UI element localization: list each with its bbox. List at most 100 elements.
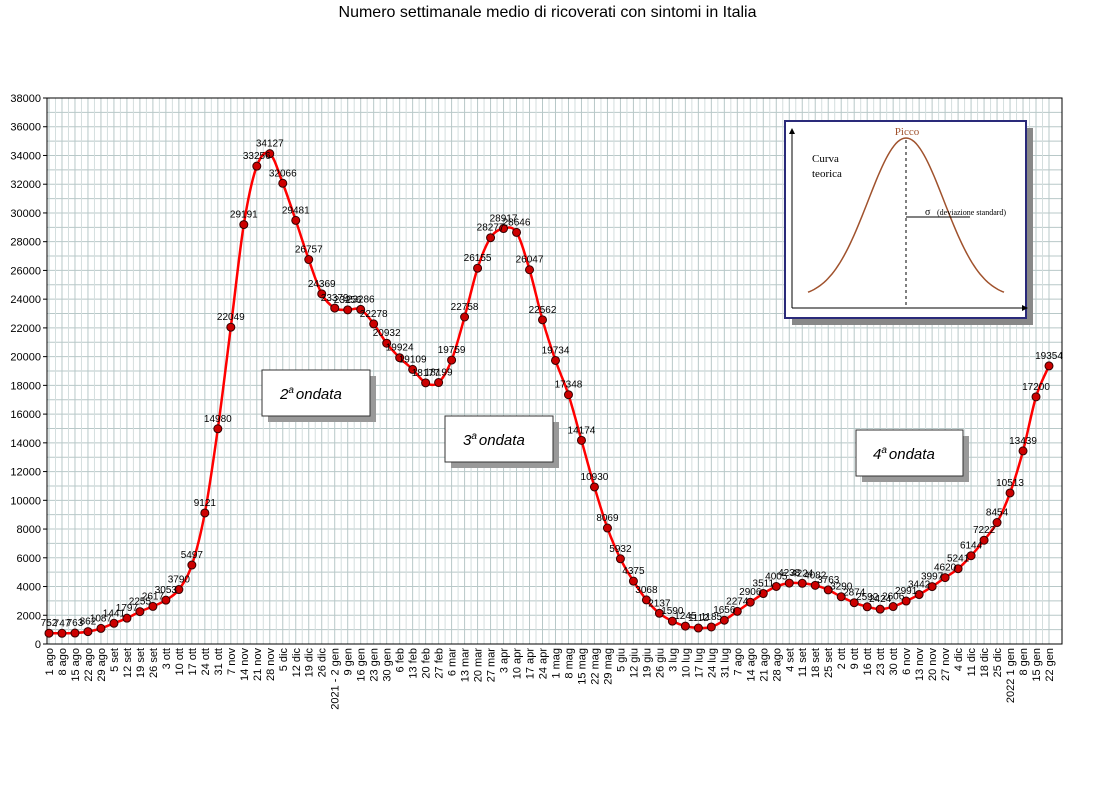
data-label: 3997 xyxy=(921,572,944,583)
inset-peak-label: Picco xyxy=(895,126,920,138)
y-tick-label: 14000 xyxy=(10,438,41,450)
x-tick-label: 20 feb xyxy=(421,648,433,679)
x-tick-label: 18 set xyxy=(810,648,822,678)
data-label: 20932 xyxy=(373,328,401,339)
data-point xyxy=(836,592,846,602)
data-label: 10930 xyxy=(581,472,609,483)
x-tick-label: 24 lug xyxy=(706,648,718,678)
data-point xyxy=(1005,488,1015,498)
data-point xyxy=(823,585,833,595)
y-tick-label: 2000 xyxy=(17,610,41,622)
y-tick-label: 10000 xyxy=(10,495,41,507)
x-tick-label: 31 ott xyxy=(213,648,225,676)
data-point xyxy=(641,595,651,605)
x-tick-label: 16 ott xyxy=(862,648,874,676)
wave3-number: 3 xyxy=(463,432,472,449)
data-label: 22562 xyxy=(529,305,557,316)
data-point xyxy=(862,602,872,612)
y-tick-label: 12000 xyxy=(10,467,41,479)
x-tick-label: 11 dic xyxy=(966,648,978,677)
x-tick-label: 4 dic xyxy=(953,648,965,672)
data-point xyxy=(434,378,444,388)
data-point xyxy=(1044,361,1054,371)
data-point xyxy=(122,613,132,623)
data-label: 24369 xyxy=(308,279,336,290)
x-tick-label: 12 dic xyxy=(291,648,303,678)
y-tick-label: 4000 xyxy=(17,582,41,594)
data-label: 2991 xyxy=(895,586,918,597)
data-label: 22758 xyxy=(451,302,479,313)
x-tick-label: 8 mag xyxy=(563,648,575,679)
data-point xyxy=(615,554,625,564)
data-label: 22278 xyxy=(360,309,388,320)
data-point xyxy=(512,227,522,237)
x-tick-label: 13 mar xyxy=(460,648,472,683)
x-tick-label: 17 lug xyxy=(693,648,705,678)
data-label: 26757 xyxy=(295,245,323,256)
data-label: 3053 xyxy=(155,585,178,596)
x-tick-label: 25 dic xyxy=(992,648,1004,678)
y-tick-label: 30000 xyxy=(10,208,41,220)
data-point xyxy=(667,616,677,626)
data-label: 1185 xyxy=(701,612,723,623)
data-point xyxy=(953,564,963,574)
x-tick-label: 3 ott xyxy=(161,648,173,669)
data-label: 3790 xyxy=(168,575,191,586)
x-tick-label: 13 feb xyxy=(408,648,420,679)
data-label: 4082 xyxy=(804,570,827,581)
x-tick-label: 10 ott xyxy=(174,648,186,676)
data-point xyxy=(771,581,781,591)
x-tick-label: 29 mag xyxy=(602,648,614,685)
x-tick-label: 8 ago xyxy=(57,648,69,676)
data-point xyxy=(940,573,950,583)
data-point xyxy=(979,535,989,545)
data-point xyxy=(680,621,690,631)
inset-sigma-label: (deviazione standard) xyxy=(937,208,1006,217)
data-label: 29191 xyxy=(230,210,258,221)
data-label: 2592 xyxy=(856,592,879,603)
x-tick-label: 22 mag xyxy=(589,648,601,685)
data-point xyxy=(330,303,340,313)
y-tick-label: 18000 xyxy=(10,380,41,392)
inset-theoretical-curve: Picco Curva teorica σ (deviazione standa… xyxy=(784,120,1033,325)
data-label: 8454 xyxy=(986,508,1009,519)
x-tick-label: 16 gen xyxy=(356,648,368,682)
data-point xyxy=(563,390,573,400)
data-label: 34127 xyxy=(256,139,284,150)
data-label: 33256 xyxy=(243,151,271,162)
data-point xyxy=(875,604,885,614)
y-tick-label: 32000 xyxy=(10,179,41,191)
y-axis-ticks: 0 2000 4000 6000 8000 10000 12000 14000 16000 180… xyxy=(10,93,47,651)
data-label: 1441 xyxy=(103,608,126,619)
x-tick-label: 25 set xyxy=(823,648,835,678)
data-point xyxy=(797,578,807,588)
data-point xyxy=(901,596,911,606)
data-label: 2906 xyxy=(739,587,762,598)
data-point xyxy=(356,304,366,314)
y-tick-label: 26000 xyxy=(10,265,41,277)
x-tick-label: 27 mar xyxy=(486,648,498,683)
x-tick-label: 22 ago xyxy=(83,648,95,682)
x-tick-label: 12 giu xyxy=(628,648,640,678)
data-label: 19734 xyxy=(542,345,570,356)
data-label: 17200 xyxy=(1022,382,1050,393)
data-point xyxy=(538,315,548,325)
data-point xyxy=(849,598,859,608)
y-tick-label: 8000 xyxy=(17,524,41,536)
x-tick-label: 6 feb xyxy=(395,648,407,672)
data-point xyxy=(589,482,599,492)
y-tick-label: 28000 xyxy=(10,237,41,249)
x-tick-label: 24 apr xyxy=(538,648,550,680)
x-tick-label: 6 nov xyxy=(901,648,913,675)
data-labels: 7527477638621087144117972255261730533790… xyxy=(41,139,1064,630)
data-label: 3290 xyxy=(830,582,853,593)
x-tick-label: 10 lug xyxy=(680,648,692,678)
data-point xyxy=(473,263,483,273)
x-tick-label: 26 giu xyxy=(654,648,666,678)
data-label: 23379 xyxy=(321,293,349,304)
data-point xyxy=(83,627,93,637)
x-tick-label: 15 ago xyxy=(70,648,82,682)
x-tick-label: 2021 - 2 gen xyxy=(330,648,342,710)
x-tick-label: 9 ott xyxy=(849,648,861,669)
data-label: 28646 xyxy=(503,217,531,228)
